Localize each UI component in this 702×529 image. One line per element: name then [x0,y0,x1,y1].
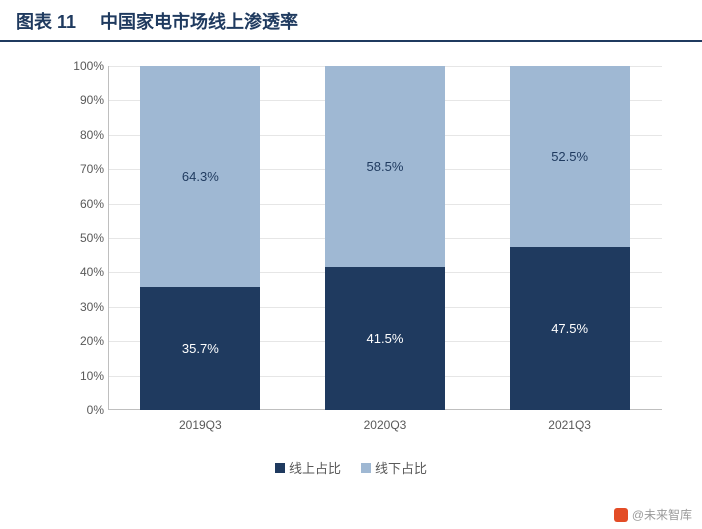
x-tick-label: 2021Q3 [510,418,630,432]
y-tick-label: 80% [60,128,104,142]
watermark: @未来智库 [614,506,692,523]
bars-container: 64.3%35.7%2019Q3 58.5%41.5%2020Q3 52.5%47.… [108,66,662,410]
y-tick-label: 0% [60,403,104,417]
bar-column: 58.5%41.5%2020Q3 [325,66,445,410]
legend-label: 线上占比 [289,458,341,477]
x-tick-label: 2020Q3 [325,418,445,432]
y-tick-label: 90% [60,93,104,107]
y-tick-label: 100% [60,59,104,73]
legend-swatch [361,463,371,473]
plot-wrap: 0%10%20%30%40%50%60%70%80%90%100% 64.3%3… [60,66,662,436]
legend-item: 线上占比 [275,458,341,477]
bar-segment-online: 47.5% [510,247,630,410]
chart-number: 图表 11 [16,8,76,34]
y-tick-label: 70% [60,162,104,176]
chart-title: 中国家电市场线上渗透率 [100,8,298,34]
bar-segment-offline: 52.5% [510,66,630,247]
bar-segment-offline: 58.5% [325,66,445,267]
legend-swatch [275,463,285,473]
y-tick-label: 50% [60,231,104,245]
legend: 线上占比 线下占比 [0,458,702,477]
y-tick-label: 60% [60,197,104,211]
watermark-text: @未来智库 [632,506,692,523]
y-tick-label: 30% [60,300,104,314]
bar-segment-online: 41.5% [325,267,445,410]
legend-item: 线下占比 [361,458,427,477]
y-tick-label: 40% [60,265,104,279]
watermark-icon [614,508,628,522]
y-tick-label: 10% [60,369,104,383]
x-tick-label: 2019Q3 [140,418,260,432]
legend-label: 线下占比 [375,458,427,477]
y-tick-label: 20% [60,334,104,348]
bar-column: 52.5%47.5%2021Q3 [510,66,630,410]
chart-header: 图表 11 中国家电市场线上渗透率 [0,0,702,42]
bar-segment-online: 35.7% [140,287,260,410]
bar-segment-offline: 64.3% [140,66,260,287]
bar-column: 64.3%35.7%2019Q3 [140,66,260,410]
